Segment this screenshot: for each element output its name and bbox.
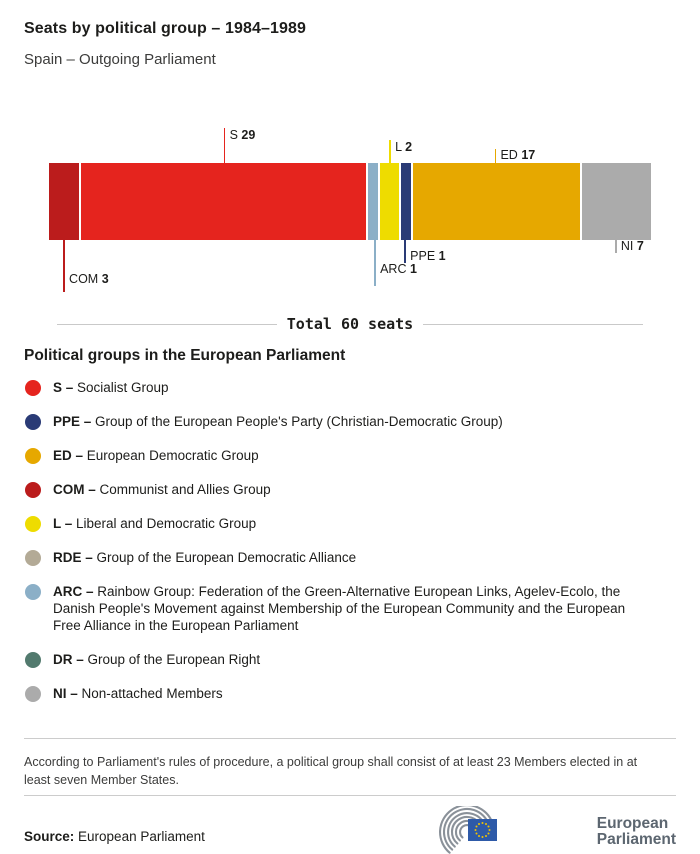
legend-text: L – Liberal and Democratic Group	[53, 516, 257, 531]
callout-seat-count: 29	[241, 128, 256, 142]
header: Seats by political group – 1984–1989 Spa…	[24, 20, 676, 68]
legend-text: ED – European Democratic Group	[53, 448, 259, 463]
bar-segment-ni	[582, 163, 651, 240]
legend-dot	[25, 481, 41, 498]
eu-flag	[467, 819, 497, 841]
legend-text: DR – Group of the European Right	[53, 652, 261, 667]
ep-logo-graphic	[438, 806, 497, 854]
legend-text: PPE – Group of the European People's Par…	[53, 414, 503, 429]
total-seats-divider: Total 60 seats	[57, 315, 643, 333]
legend-text: RDE – Group of the European Democratic A…	[53, 550, 357, 565]
callout-group-abbr: COM	[69, 272, 99, 286]
bar-segment-ppe	[401, 163, 411, 240]
legend-dot	[25, 447, 41, 464]
callout-tick-com	[63, 240, 65, 292]
callout-group-abbr: NI	[620, 239, 634, 253]
legend-item-ppe: PPE – Group of the European People's Par…	[25, 413, 676, 430]
legend-item-com: COM – Communist and Allies Group	[25, 481, 676, 498]
legend-text: NI – Non-attached Members	[53, 686, 223, 701]
callout-tick-s	[223, 128, 226, 163]
bar-segment-ed	[413, 163, 581, 240]
legend-dot	[25, 651, 41, 668]
source-line: Source: European Parliament	[24, 829, 205, 844]
callout-label-ni: NI 7	[621, 240, 644, 253]
legend-text: ARC – Rainbow Group: Federation of the G…	[53, 584, 626, 633]
callout-tick-ni	[615, 240, 617, 253]
ep-logo-word-line1: European	[596, 815, 669, 832]
legend-text: S – Socialist Group	[53, 380, 169, 395]
callout-label-l: L 2	[395, 141, 412, 154]
callout-tick-ed	[494, 149, 497, 163]
bar-segment-arc	[367, 163, 378, 240]
european-parliament-logo: European Parliament	[437, 806, 676, 854]
callout-label-ed: ED 17	[500, 149, 535, 162]
legend-list: S – Socialist Group PPE – Group of the Eu…	[25, 379, 676, 702]
legend-dot	[25, 379, 41, 396]
ep-logo-hemicycle-arcs	[438, 806, 494, 854]
source-label: Source:	[24, 829, 75, 844]
legend-item-l: L – Liberal and Democratic Group	[25, 515, 676, 532]
legend-dot	[25, 413, 41, 430]
legend-item-arc: ARC – Rainbow Group: Federation of the G…	[25, 583, 676, 634]
callout-seat-count: 1	[409, 262, 417, 276]
bar-segment-l	[379, 163, 400, 240]
ep-logo-wordmark: European Parliament	[597, 816, 676, 848]
legend-dot	[25, 549, 41, 566]
callout-seat-count: 17	[521, 148, 536, 162]
bar-segment-com	[49, 163, 79, 240]
legend-item-rde: RDE – Group of the European Democratic A…	[25, 549, 676, 566]
ep-logo-word-line2: Parliament	[596, 831, 676, 848]
legend-item-ed: ED – European Democratic Group	[25, 447, 676, 464]
legend-text: COM – Communist and Allies Group	[53, 482, 271, 497]
eu-flag-stars	[474, 822, 491, 838]
callout-group-abbr: S	[229, 128, 238, 142]
callout-group-abbr: ED	[500, 148, 518, 162]
footnote-divider-bottom	[24, 795, 676, 796]
footer: Source: European Parliament	[24, 806, 676, 854]
legend-dot	[25, 515, 41, 532]
total-seats-label: Total 60 seats	[286, 315, 414, 333]
footnote: According to Parliament's rules of proce…	[24, 755, 638, 787]
page-title: Seats by political group – 1984–1989	[24, 20, 306, 37]
callout-tick-l	[389, 140, 391, 163]
callout-seat-count: 1	[438, 249, 446, 263]
callout-tick-arc	[374, 240, 376, 286]
callout-label-ppe: PPE 1	[410, 250, 445, 263]
callout-label-com: COM 3	[69, 273, 109, 286]
source-value: European Parliament	[78, 829, 205, 844]
legend-item-s: S – Socialist Group	[25, 379, 676, 396]
callout-label-s: S 29	[230, 129, 256, 142]
parliament-seat-bar	[49, 163, 651, 240]
callout-seat-count: 3	[101, 272, 109, 286]
divider-line-left	[57, 323, 277, 325]
callout-group-abbr: ARC	[380, 262, 407, 276]
legend-item-dr: DR – Group of the European Right	[25, 651, 676, 668]
callout-seat-count: 2	[405, 140, 413, 154]
callout-group-abbr: PPE	[410, 249, 436, 263]
callout-group-abbr: L	[395, 140, 402, 154]
footnote-divider-top	[24, 738, 676, 739]
callout-label-arc: ARC 1	[380, 263, 417, 276]
callout-tick-ppe	[404, 240, 406, 263]
callout-seat-count: 7	[636, 239, 644, 253]
legend-title: Political groups in the European Parliam…	[24, 347, 346, 364]
page-subtitle: Spain – Outgoing Parliament	[24, 51, 216, 68]
legend-item-ni: NI – Non-attached Members	[25, 685, 676, 702]
legend-dot	[25, 583, 41, 600]
legend-dot	[25, 685, 41, 702]
divider-line-right	[423, 323, 643, 325]
bar-segment-s	[80, 163, 366, 240]
